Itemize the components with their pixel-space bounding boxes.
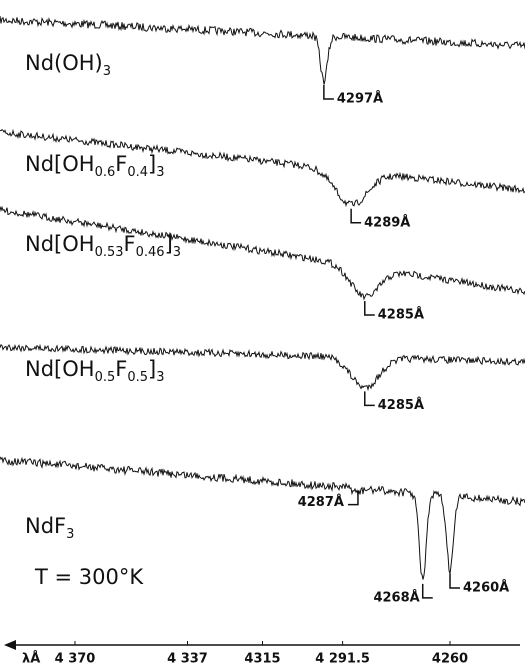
- label-subscript: 3: [173, 245, 181, 260]
- spectrum-label: Nd[OH0.53F0.46]3: [25, 232, 181, 260]
- line-marker: [347, 490, 359, 506]
- label-subscript: 3: [156, 370, 164, 385]
- line-marker: [350, 208, 362, 224]
- line-marker: [364, 391, 375, 407]
- line-label: 4297Å: [337, 91, 383, 107]
- label-subscript: 0.5: [95, 370, 116, 385]
- x-tick-label: 4260: [432, 652, 468, 666]
- line-label: 4289Å: [364, 214, 410, 230]
- spectrum-label: Nd[OH0.6F0.4]3: [25, 152, 165, 180]
- spectrum-trace: [0, 343, 525, 392]
- label-text: ]: [148, 357, 156, 381]
- label-subscript: 0.6: [95, 165, 116, 180]
- x-tick-label: 4 370: [55, 652, 96, 666]
- spectrum-trace: [0, 128, 525, 208]
- line-label: 4285Å: [378, 397, 424, 413]
- spectrum-label: NdF3: [25, 514, 74, 542]
- label-subscript: 3: [156, 165, 164, 180]
- label-text: Nd[OH: [25, 357, 95, 381]
- axis-arrow: [4, 640, 16, 650]
- label-subscript: 3: [103, 64, 111, 79]
- label-subscript: 0.5: [127, 370, 148, 385]
- label-text: Nd(OH): [25, 51, 103, 75]
- x-tick-label: 4 291.5: [315, 652, 370, 666]
- line-marker: [421, 583, 433, 599]
- label-text: Nd[OH: [25, 152, 95, 176]
- line-marker: [323, 85, 334, 100]
- temperature: T = 300°K: [34, 565, 144, 589]
- label-text: ]: [165, 232, 173, 256]
- x-tick-label: 4 337: [167, 652, 208, 666]
- label-text: NdF: [25, 514, 66, 538]
- label-subscript: 0.53: [95, 245, 124, 260]
- line-label: 4268Å: [373, 589, 419, 605]
- label-text: F: [115, 152, 127, 176]
- label-text: ]: [148, 152, 156, 176]
- label-subscript: 3: [66, 527, 74, 542]
- line-label: 4285Å: [378, 306, 424, 322]
- line-marker: [364, 300, 375, 316]
- line-label: 4260Å: [463, 580, 509, 596]
- label-text: F: [124, 232, 136, 256]
- label-text: F: [115, 357, 127, 381]
- spectrum-label: Nd(OH)3: [25, 51, 111, 79]
- x-tick-label: 4315: [244, 652, 280, 666]
- spectrum-trace: [0, 205, 525, 301]
- spectrum-trace: [0, 456, 525, 580]
- line-marker: [449, 574, 460, 589]
- line-label: 4287Å: [298, 494, 344, 510]
- label-subscript: 0.4: [127, 165, 148, 180]
- spectrum-label: Nd[OH0.5F0.5]3: [25, 357, 165, 385]
- label-text: Nd[OH: [25, 232, 95, 256]
- x-axis-label: λÅ: [22, 651, 40, 666]
- label-subscript: 0.46: [136, 245, 165, 260]
- spectrum-trace: [0, 15, 525, 85]
